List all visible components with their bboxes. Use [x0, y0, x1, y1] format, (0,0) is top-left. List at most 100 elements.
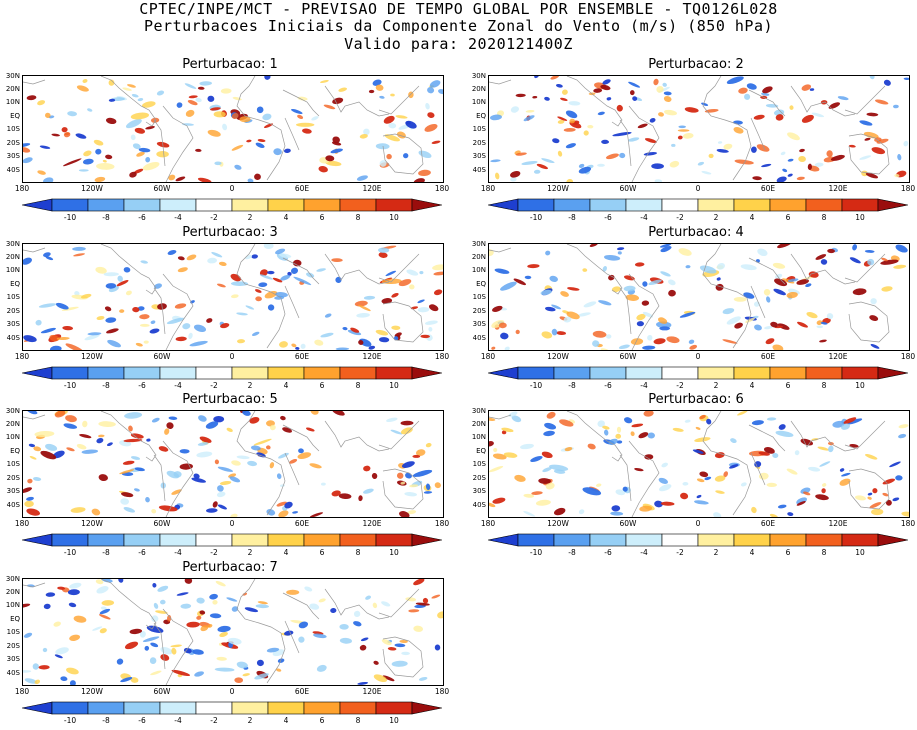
colorbar-container — [487, 365, 909, 380]
colorbar-segment — [267, 198, 305, 212]
lat-tick-label: 30N — [5, 407, 20, 415]
lon-tick-label: 180 — [14, 352, 30, 361]
colorbar-segment — [267, 366, 305, 380]
panel-title: Perturbacao: 3 — [182, 225, 278, 240]
colorbar-extend-high — [411, 533, 443, 547]
colorbar-label: -4 — [640, 381, 648, 390]
colorbar-label: -4 — [174, 381, 182, 390]
lat-tick-label: 10N — [5, 601, 20, 609]
colorbar-label: -6 — [138, 213, 146, 222]
lat-tick-label: 20N — [471, 419, 486, 428]
colorbar-segment — [841, 366, 879, 380]
colorbar-extend-low — [21, 366, 53, 380]
lat-tick-label: 40S — [472, 333, 486, 342]
lat-tick-label: 20S — [6, 138, 20, 147]
map-plot — [22, 75, 444, 183]
colorbar-segment — [195, 533, 233, 547]
map-plot — [488, 75, 910, 183]
colorbar-extend-high — [877, 533, 909, 547]
lat-tick-label: 20N — [5, 419, 20, 428]
colorbar-extend-low — [21, 533, 53, 547]
colorbar-segment — [123, 366, 161, 380]
colorbar-segment — [231, 533, 269, 547]
colorbar-label: -8 — [568, 381, 576, 390]
colorbar-segment — [553, 198, 591, 212]
colorbar-segment — [87, 198, 125, 212]
colorbar-label: 8 — [355, 548, 361, 557]
colorbar-label: 6 — [319, 381, 325, 390]
panel-title: Perturbacao: 4 — [648, 225, 744, 240]
lat-tick-label: EQ — [10, 614, 20, 623]
colorbar-extend-low — [487, 198, 519, 212]
colorbar-label: 6 — [785, 548, 791, 557]
colorbar — [21, 533, 443, 547]
perturbation-panel-5: Perturbacao: 5 30N 20N 10N EQ 10S 20S 30S 40S 180… — [0, 392, 460, 562]
panel-title: Perturbacao: 2 — [648, 57, 744, 72]
lon-tick-label: 120E — [362, 687, 382, 696]
lat-tick-label: 30N — [5, 72, 20, 80]
colorbar-label: -8 — [568, 548, 576, 557]
colorbar-segment — [697, 533, 735, 547]
map-plot — [488, 243, 910, 351]
colorbar-segment — [841, 198, 879, 212]
lon-tick-label: 120W — [547, 352, 569, 361]
lon-tick-label: 180 — [900, 519, 916, 528]
colorbar-label: -4 — [640, 213, 648, 222]
colorbar-segment — [697, 198, 735, 212]
lat-tick-label: 30N — [471, 72, 486, 80]
lat-tick-label: 20S — [6, 641, 20, 650]
perturbation-panel-6: Perturbacao: 6 30N 20N 10N EQ 10S 20S 30S 40S 180… — [466, 392, 917, 562]
lon-tick-label: 120E — [362, 184, 382, 193]
lon-tick-label: 0 — [695, 519, 701, 528]
lon-tick-label: 180 — [434, 519, 450, 528]
colorbar-label: 2 — [247, 381, 253, 390]
colorbar-label: 8 — [355, 381, 361, 390]
colorbar-segment — [123, 533, 161, 547]
lat-tick-label: 40S — [472, 500, 486, 509]
lon-tick-label: 120E — [828, 519, 848, 528]
perturbation-field — [489, 244, 908, 350]
perturbation-panel-3: Perturbacao: 3 30N 20N 10N EQ 10S 20S 30S 40S 180… — [0, 225, 460, 395]
lat-tick-label: 30N — [471, 407, 486, 415]
colorbar-label: 2 — [247, 213, 253, 222]
perturbation-field — [23, 244, 443, 350]
lat-tick-label: 10N — [5, 433, 20, 441]
lat-tick-label: 40S — [6, 165, 20, 174]
colorbar-segment — [375, 701, 413, 715]
lon-tick-label: 60E — [294, 184, 310, 193]
lat-tick-label: 30S — [472, 487, 486, 495]
lat-tick-label: 30N — [5, 575, 20, 583]
lat-tick-label: 30N — [471, 240, 486, 248]
colorbar-label: 8 — [355, 213, 361, 222]
colorbar-container — [21, 365, 443, 380]
perturbation-field — [23, 579, 443, 685]
colorbar-label: -4 — [174, 548, 182, 557]
colorbar-segment — [517, 198, 555, 212]
lat-tick-label: 20S — [6, 306, 20, 315]
colorbar-label: 2 — [247, 716, 253, 725]
colorbar-segment — [375, 366, 413, 380]
lat-tick-label: 20N — [5, 252, 20, 261]
lat-tick-label: 10S — [6, 460, 20, 468]
colorbar-segment — [517, 533, 555, 547]
lon-tick-label: 120W — [547, 519, 569, 528]
colorbar-label: 4 — [283, 548, 289, 557]
lat-tick-label: EQ — [476, 111, 486, 120]
colorbar-segment — [517, 366, 555, 380]
lon-tick-label: 60W — [619, 352, 637, 361]
colorbar-segment — [51, 198, 89, 212]
colorbar-segment — [195, 198, 233, 212]
lon-tick-label: 180 — [900, 352, 916, 361]
colorbar-segment — [769, 533, 807, 547]
lon-tick-label: 60E — [760, 352, 776, 361]
colorbar-label: 10 — [855, 213, 865, 222]
colorbar-label: 10 — [855, 548, 865, 557]
colorbar-segment — [589, 198, 627, 212]
colorbar-segment — [339, 366, 377, 380]
colorbar-label: -2 — [210, 213, 218, 222]
lat-tick-label: EQ — [10, 279, 20, 288]
map-plot — [22, 578, 444, 686]
lon-tick-label: 180 — [480, 184, 496, 193]
lat-tick-label: 40S — [472, 165, 486, 174]
lon-tick-label: 180 — [480, 352, 496, 361]
